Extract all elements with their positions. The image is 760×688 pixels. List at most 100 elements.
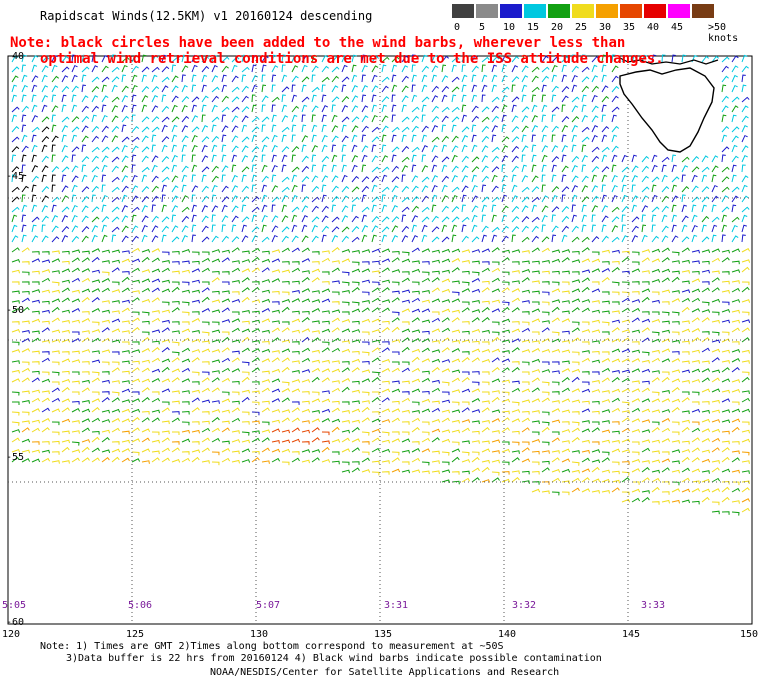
wind-barb [181, 378, 191, 383]
wind-barb [371, 104, 377, 113]
wind-barb [361, 115, 369, 123]
wind-barb [371, 270, 380, 275]
wind-barb [611, 206, 620, 213]
wind-barb [251, 420, 260, 425]
wind-barb [731, 126, 740, 133]
wind-barb [201, 340, 210, 345]
wind-barb [11, 94, 17, 103]
wind-barb [421, 224, 428, 233]
wind-barb [661, 329, 670, 334]
wind-barb [451, 317, 460, 323]
wind-barb [341, 361, 350, 365]
wind-barb [261, 154, 266, 163]
wind-barb [271, 269, 281, 273]
wind-barb [351, 250, 360, 254]
wind-barb [81, 215, 89, 223]
wind-barb [421, 165, 429, 173]
wind-barb [511, 145, 520, 153]
wind-barb [91, 225, 99, 233]
wind-barb [351, 74, 358, 83]
wind-barb [181, 54, 187, 63]
wind-barb [191, 338, 201, 343]
wind-barb [141, 348, 151, 353]
wind-barb [361, 369, 371, 374]
wind-barb [51, 431, 60, 436]
wind-barb [431, 277, 440, 283]
wind-barb [141, 320, 150, 325]
wind-barb [151, 155, 159, 163]
wind-barb [71, 350, 80, 355]
wind-barb [261, 447, 270, 453]
wind-barb [491, 56, 500, 63]
wind-barb [291, 298, 301, 303]
wind-barb [371, 347, 380, 353]
wind-barb [161, 124, 168, 133]
wind-barb [211, 95, 220, 103]
wind-barb [161, 437, 170, 443]
wind-barb [681, 54, 687, 63]
wind-barb [671, 176, 680, 183]
wind-barb [221, 336, 230, 343]
wind-barb [141, 146, 150, 153]
wind-barb [221, 84, 227, 93]
wind-barb [591, 410, 600, 415]
wind-barb [501, 249, 510, 254]
wind-barb [491, 321, 500, 326]
wind-barb [41, 371, 50, 376]
wind-barb [101, 260, 110, 264]
wind-barb [251, 196, 260, 203]
wind-barb [741, 376, 750, 383]
wind-barb [371, 204, 377, 213]
wind-barb [91, 146, 100, 153]
wind-barb [211, 299, 221, 303]
legend-label-4: 20 [551, 22, 564, 33]
wind-barb [551, 156, 560, 163]
wind-barb [651, 370, 660, 374]
wind-barb [411, 84, 416, 93]
wind-barb [501, 94, 508, 103]
wind-barb [401, 75, 409, 83]
wind-barb [621, 358, 631, 363]
wind-barb [541, 205, 549, 213]
wind-barb [231, 350, 240, 355]
wind-barb [341, 64, 348, 73]
wind-barb [721, 257, 730, 263]
wind-barb [611, 421, 620, 425]
wind-barb [351, 287, 360, 293]
wind-barb [211, 214, 216, 223]
wind-barb [371, 287, 380, 293]
wind-barb [251, 328, 261, 333]
wind-barb [431, 298, 441, 303]
wind-barb [251, 164, 257, 173]
wind-barb [731, 260, 740, 265]
wind-barb [411, 338, 421, 343]
wind-barb [101, 437, 110, 443]
wind-barb [291, 166, 300, 173]
wind-barb [551, 74, 557, 83]
wind-barb [281, 164, 287, 173]
wind-barb [321, 76, 330, 83]
wind-barb [581, 269, 591, 274]
wind-barb [471, 195, 479, 203]
wind-barb [541, 125, 549, 133]
wind-barb [701, 269, 710, 274]
wind-barb [101, 194, 108, 203]
wind-barb [241, 296, 250, 303]
wind-barb [281, 381, 290, 386]
wind-barb [561, 145, 569, 153]
wind-barb [171, 458, 181, 463]
wind-barb [601, 268, 611, 273]
wind-barb [241, 216, 250, 223]
wind-barb [361, 261, 370, 265]
wind-barb [631, 349, 640, 354]
wind-barb [531, 94, 536, 103]
wind-barb [461, 185, 469, 193]
wind-barb [401, 225, 410, 233]
wind-barb [351, 164, 358, 173]
wind-barb [232, 311, 240, 315]
wind-barb [131, 94, 137, 103]
wind-barb [11, 391, 20, 396]
wind-barb [71, 116, 80, 123]
wind-barb [261, 370, 270, 375]
wind-barb [331, 175, 339, 183]
